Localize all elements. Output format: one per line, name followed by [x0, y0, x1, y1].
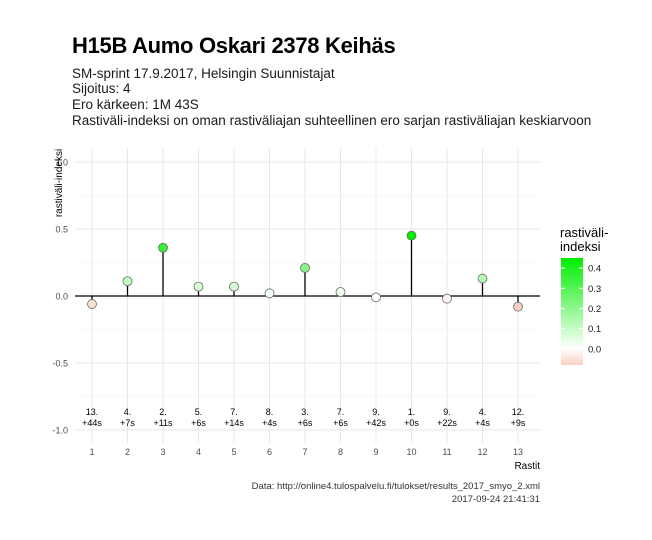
- subtitle-gap: Ero kärkeen: 1M 43S: [72, 97, 199, 112]
- point-rank-label: 1.: [408, 407, 416, 417]
- x-tick-label: 6: [267, 447, 272, 457]
- legend-title-line-1: rastiväli-: [560, 225, 608, 240]
- point-diff-label: +4s: [262, 418, 277, 428]
- data-source-caption: Data: http://online4.tulospalvelu.fi/tul…: [251, 481, 540, 492]
- point-rank-label: 7.: [337, 407, 345, 417]
- data-point: [300, 262, 310, 273]
- point-diff-label: +9s: [511, 418, 526, 428]
- x-tick-label: 5: [231, 447, 236, 457]
- legend-tick-label: 0.2: [588, 304, 601, 315]
- data-point: [122, 276, 133, 287]
- data-points: [87, 230, 523, 312]
- data-point: [442, 293, 452, 304]
- point-diff-label: +6s: [333, 418, 348, 428]
- subtitle-placement: Sijoitus: 4: [72, 81, 131, 96]
- legend-tick-label: 0.4: [588, 264, 601, 275]
- legend-title-line-2: indeksi: [560, 239, 601, 254]
- data-point: [264, 288, 275, 299]
- point-rank-label: 4.: [479, 407, 487, 417]
- timestamp-caption: 2017-09-24 21:41:31: [451, 494, 540, 505]
- x-tick-label: 2: [125, 447, 130, 457]
- point-rank-label: 12.: [512, 407, 525, 417]
- data-point: [158, 242, 168, 253]
- legend-color-bar: [561, 258, 583, 365]
- x-tick-label: 7: [302, 447, 307, 457]
- y-tick-label: -1.0: [52, 426, 68, 436]
- point-diff-label: +14s: [224, 418, 244, 428]
- point-rank-label: 5.: [195, 407, 203, 417]
- x-tick-label: 10: [406, 447, 416, 457]
- point-diff-label: +42s: [366, 418, 386, 428]
- y-tick-label: -0.5: [52, 359, 68, 369]
- grid-lines: [75, 148, 540, 443]
- point-diff-label: +0s: [404, 418, 419, 428]
- point-diff-label: +4s: [475, 418, 490, 428]
- point-rank-label: 7.: [230, 407, 238, 417]
- data-point: [371, 292, 381, 303]
- point-rank-label: 9.: [443, 407, 451, 417]
- subtitle-event: SM-sprint 17.9.2017, Helsingin Suunnista…: [72, 66, 335, 81]
- x-tick-label: 11: [442, 447, 451, 457]
- x-tick-label: 3: [160, 447, 165, 457]
- data-point: [229, 281, 239, 292]
- legend-tick-label: 0.1: [588, 324, 601, 335]
- data-point: [406, 230, 417, 241]
- y-tick-label: 1.0: [55, 158, 68, 168]
- x-tick-label: 12: [477, 447, 487, 457]
- point-rank-label: 8.: [266, 407, 274, 417]
- point-diff-label: +6s: [191, 418, 206, 428]
- point-rank-label: 9.: [372, 407, 380, 417]
- x-axis-label: Rastit: [514, 461, 540, 472]
- x-tick-label: 13: [513, 447, 523, 457]
- axes: 1.00.50.0-0.5-1.01 2 3 4 5 6 7 8 9 10 11 12 13: [52, 158, 540, 457]
- point-rank-label: 13.: [86, 407, 99, 417]
- y-axis-label: rastiväli-indeksi: [54, 149, 65, 217]
- data-point: [477, 273, 488, 284]
- point-diff-label: +7s: [120, 418, 135, 428]
- x-tick-label: 8: [338, 447, 343, 457]
- legend-tick-label: 0.0: [588, 344, 601, 355]
- x-tick-label: 1: [89, 447, 94, 457]
- point-diff-label: +11s: [153, 418, 173, 428]
- point-rank-label: 3.: [301, 407, 309, 417]
- point-rank-label: 2.: [159, 407, 167, 417]
- point-diff-label: +44s: [82, 418, 102, 428]
- point-diff-label: +6s: [298, 418, 313, 428]
- y-tick-label: 0.5: [55, 225, 68, 235]
- data-point: [193, 281, 204, 292]
- legend-tick-label: 0.3: [588, 284, 601, 295]
- chart-title: H15B Aumo Oskari 2378 Keihäs: [72, 33, 396, 58]
- y-tick-label: 0.0: [55, 292, 68, 302]
- data-point: [87, 299, 97, 309]
- data-point: [513, 301, 523, 312]
- point-diff-label: +22s: [437, 418, 457, 428]
- color-legend: rastiväli- indeksi 0.4 0.3 0.2 0.1 0.0: [560, 225, 608, 365]
- data-point: [335, 287, 346, 297]
- point-rank-label: 4.: [124, 407, 132, 417]
- subtitle-description: Rastiväli-indeksi on oman rastiväliajan …: [72, 113, 592, 128]
- x-tick-label: 4: [196, 447, 201, 457]
- point-labels: 13.+44s4.+7s2.+11s5.+6s7.+14s8.+4s3.+6s7…: [82, 407, 526, 428]
- x-tick-label: 9: [373, 447, 378, 457]
